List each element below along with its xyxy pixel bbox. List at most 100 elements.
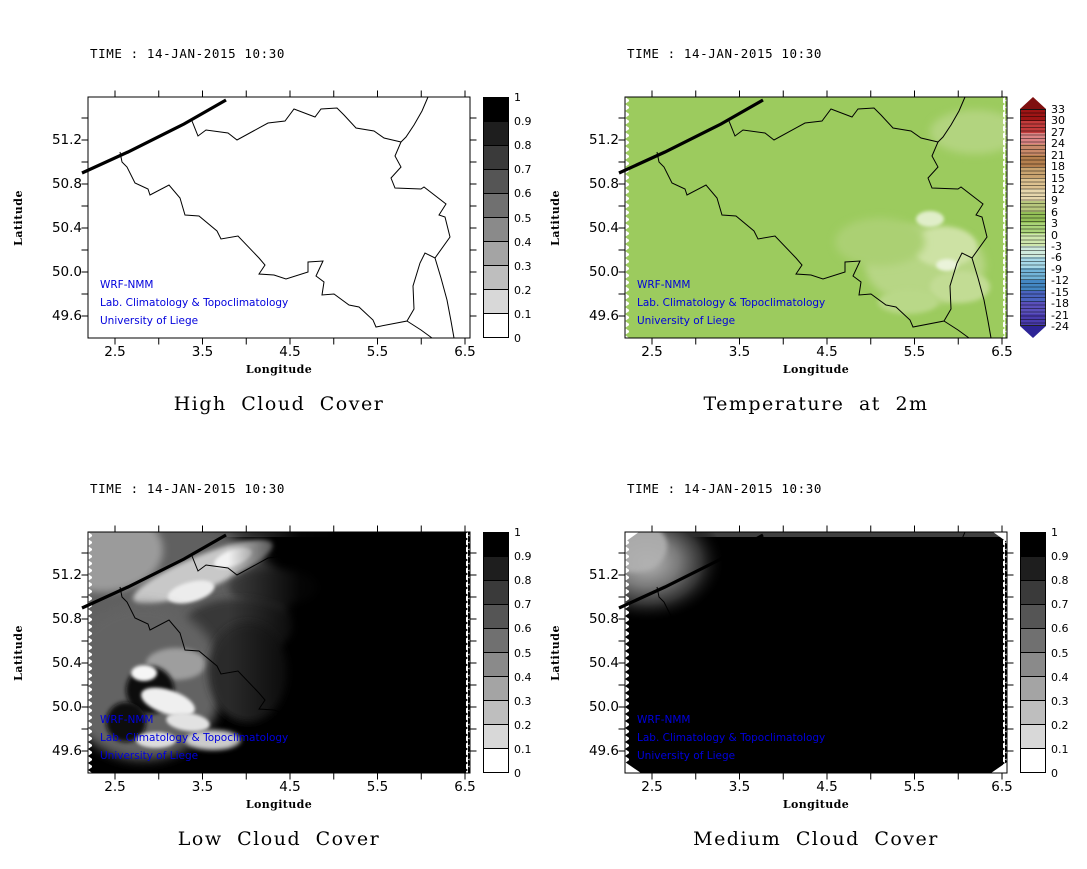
colorbar-segment xyxy=(1021,132,1045,144)
colorbar-segment xyxy=(1021,677,1045,701)
colorbar-segments xyxy=(1020,109,1046,326)
model-credit-text: WRF-NMM Lab. Climatology & Topoclimatolo… xyxy=(100,276,360,330)
colorbar-tick-label: 21 xyxy=(1051,148,1065,162)
colorbar-tick-label: 9 xyxy=(1051,194,1058,208)
longitude-tick-label: 6.5 xyxy=(991,344,1013,360)
colorbar-tick-label: 0.2 xyxy=(514,718,532,732)
latitude-tick-label: 50.4 xyxy=(51,220,82,236)
colorbar-tick-label: 0 xyxy=(514,332,521,345)
colorbar-tick-label: -21 xyxy=(1051,308,1069,322)
longitude-tick-labels: 2.5 3.5 4.5 5.5 6.5 xyxy=(88,779,475,796)
colorbar-tick-label: 3 xyxy=(1051,217,1058,231)
colorbar-tick-label: 30 xyxy=(1051,114,1065,128)
latitude-tick-labels: 51.2 50.8 50.4 50.0 49.6 xyxy=(34,97,82,338)
credit-line: WRF-NMM xyxy=(637,714,691,726)
colorbar-segment xyxy=(1021,291,1045,303)
longitude-tick-label: 5.5 xyxy=(366,344,389,360)
colorbar-segment xyxy=(484,242,508,266)
latitude-axis-label: Latitude xyxy=(11,189,25,246)
colorbar-segment xyxy=(1021,257,1045,269)
credit-line: Lab. Climatology & Topoclimatology xyxy=(637,732,826,744)
longitude-tick-label: 5.5 xyxy=(903,779,926,795)
credit-line: University of Liege xyxy=(100,750,199,762)
colorbar-segment xyxy=(1021,143,1045,156)
colorbar-segment xyxy=(1021,177,1045,190)
panel-title: High Cloud Cover xyxy=(173,393,385,415)
panel-title: Low Cloud Cover xyxy=(177,828,381,850)
colorbar-tick-label: 0.4 xyxy=(1051,670,1069,684)
colorbar-segment xyxy=(1021,653,1045,677)
colorbar-tick-label: -3 xyxy=(1051,240,1062,254)
colorbar-tick-label: 0.6 xyxy=(514,187,532,201)
colorbar-segment xyxy=(484,749,508,772)
cloud-fraction-colorbar xyxy=(483,532,509,773)
latitude-tick-label: 50.8 xyxy=(588,176,619,192)
colorbar-tick-label: 0.4 xyxy=(514,670,532,684)
colorbar-tick-labels: 1 0.9 0.8 0.7 0.6 0.5 0.4 0.3 0.2 0.1 0 xyxy=(1051,526,1087,780)
colorbar-tick-label: 0.1 xyxy=(514,307,532,321)
panel-title: Medium Cloud Cover xyxy=(693,828,939,850)
colorbar-segment xyxy=(1021,189,1045,201)
latitude-tick-label: 49.6 xyxy=(588,308,619,324)
axis-ticks xyxy=(81,90,477,345)
colorbar-tick-label: 0.1 xyxy=(514,742,532,756)
colorbar-segment xyxy=(484,194,508,218)
colorbar-segment xyxy=(484,677,508,701)
colorbar-segment xyxy=(484,629,508,653)
map-temperature-2m xyxy=(617,90,1014,345)
colorbar-tick-label: -9 xyxy=(1051,262,1062,276)
credit-line: WRF-NMM xyxy=(100,279,154,291)
colorbar-tick-label: 18 xyxy=(1051,160,1065,174)
colorbar-segment xyxy=(1021,200,1045,212)
colorbar-tick-label: 0.8 xyxy=(1051,574,1069,588)
colorbar-tick-label: 0.2 xyxy=(1051,718,1069,732)
model-credit-text: WRF-NMM Lab. Climatology & Topoclimatolo… xyxy=(100,711,360,765)
colorbar-segment xyxy=(1021,533,1045,557)
colorbar-segment xyxy=(1021,557,1045,581)
colorbar-tick-label: 27 xyxy=(1051,125,1065,139)
credit-line: Lab. Climatology & Topoclimatology xyxy=(100,732,289,744)
latitude-tick-label: 49.6 xyxy=(51,743,82,759)
colorbar-tick-label: -24 xyxy=(1051,320,1069,333)
colorbar-segment xyxy=(1021,155,1045,167)
colorbar-tick-label: 1 xyxy=(1051,526,1058,539)
colorbar-tick-label: 0.3 xyxy=(514,259,532,273)
longitude-tick-label: 4.5 xyxy=(816,779,838,795)
axis-ticks xyxy=(618,525,1014,780)
panel-temperature-2m: TIME : 14-JAN-2015 10:30 Latitude 51.2 50… xyxy=(537,0,1074,434)
credit-line: University of Liege xyxy=(637,315,736,327)
latitude-tick-label: 50.8 xyxy=(51,176,82,192)
latitude-tick-label: 50.0 xyxy=(51,699,82,715)
colorbar-tick-label: 0.8 xyxy=(514,139,532,153)
longitude-tick-label: 3.5 xyxy=(191,779,214,795)
map-medium-cloud-cover xyxy=(617,525,1014,780)
longitude-tick-label: 2.5 xyxy=(641,344,663,360)
colorbar-tick-label: 0.7 xyxy=(1051,598,1069,612)
time-label: TIME : 14-JAN-2015 10:30 xyxy=(627,481,823,496)
colorbar-tick-label: 0.5 xyxy=(514,211,532,225)
colorbar-segments xyxy=(483,532,509,773)
colorbar-segment xyxy=(1021,629,1045,653)
panel-high-cloud-cover: TIME : 14-JAN-2015 10:30 Latitude 51.2 50… xyxy=(0,0,537,434)
credit-line: WRF-NMM xyxy=(637,279,691,291)
colorbar-segment xyxy=(484,725,508,749)
credit-line: University of Liege xyxy=(100,315,199,327)
latitude-tick-label: 51.2 xyxy=(51,132,82,148)
longitude-tick-label: 5.5 xyxy=(366,779,389,795)
colorbar-tick-label: 0.3 xyxy=(1051,694,1069,708)
latitude-tick-label: 49.6 xyxy=(51,308,82,324)
colorbar-segment xyxy=(1021,581,1045,605)
colorbar-tick-labels: 33 30 27 24 21 18 15 12 9 6 3 0 -3 -6 -9 -12 -15 -18 -21 -2… xyxy=(1051,97,1087,338)
colorbar-tick-label: 1 xyxy=(514,526,521,539)
colorbar-segment xyxy=(1021,166,1045,178)
colorbar-tick-label: -15 xyxy=(1051,285,1069,299)
colorbar-tick-label: 15 xyxy=(1051,171,1065,185)
colorbar-tick-label: 0.3 xyxy=(514,694,532,708)
colorbar-tick-label: 0.1 xyxy=(1051,742,1069,756)
colorbar-segment xyxy=(1021,725,1045,749)
longitude-tick-label: 6.5 xyxy=(991,779,1013,795)
longitude-tick-label: 6.5 xyxy=(454,779,476,795)
map-area xyxy=(80,524,478,781)
model-credit-text: WRF-NMM Lab. Climatology & Topoclimatolo… xyxy=(637,276,897,330)
colorbar-tick-label: 33 xyxy=(1051,103,1065,116)
